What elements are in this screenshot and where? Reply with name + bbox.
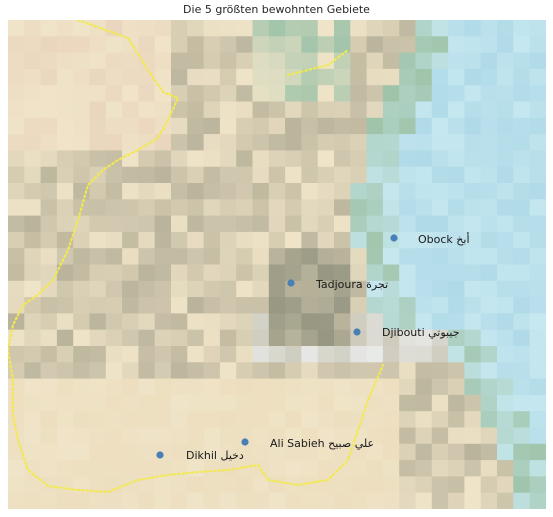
map-title: Die 5 größten bewohnten Gebiete xyxy=(183,3,370,16)
city-label-1: Tadjoura تجرة xyxy=(315,278,388,291)
country-border xyxy=(8,20,385,494)
city-marker-1[interactable] xyxy=(287,279,295,287)
city-label-0: Obock أبخ xyxy=(418,232,470,246)
city-label-3: Ali Sabieh علي صبيح xyxy=(270,437,374,450)
border-line-1 xyxy=(286,48,350,77)
border-line-0 xyxy=(8,20,385,494)
city-label-2: Djibouti جيبوتي xyxy=(382,326,460,339)
city-label-4: Dikhil دخيل xyxy=(186,449,244,462)
city-marker-3[interactable] xyxy=(241,438,249,446)
city-marker-2[interactable] xyxy=(353,328,361,336)
city-markers xyxy=(156,234,398,459)
terrain-tiles xyxy=(8,20,546,509)
city-labels: Obock أبخ Tadjoura تجرة Djibouti جيبوتي Ali… xyxy=(186,232,470,462)
city-marker-4[interactable] xyxy=(156,451,164,459)
terrain-map[interactable]: Obock أبخ Tadjoura تجرة Djibouti جيبوتي Ali… xyxy=(8,20,546,509)
city-marker-0[interactable] xyxy=(390,234,398,242)
